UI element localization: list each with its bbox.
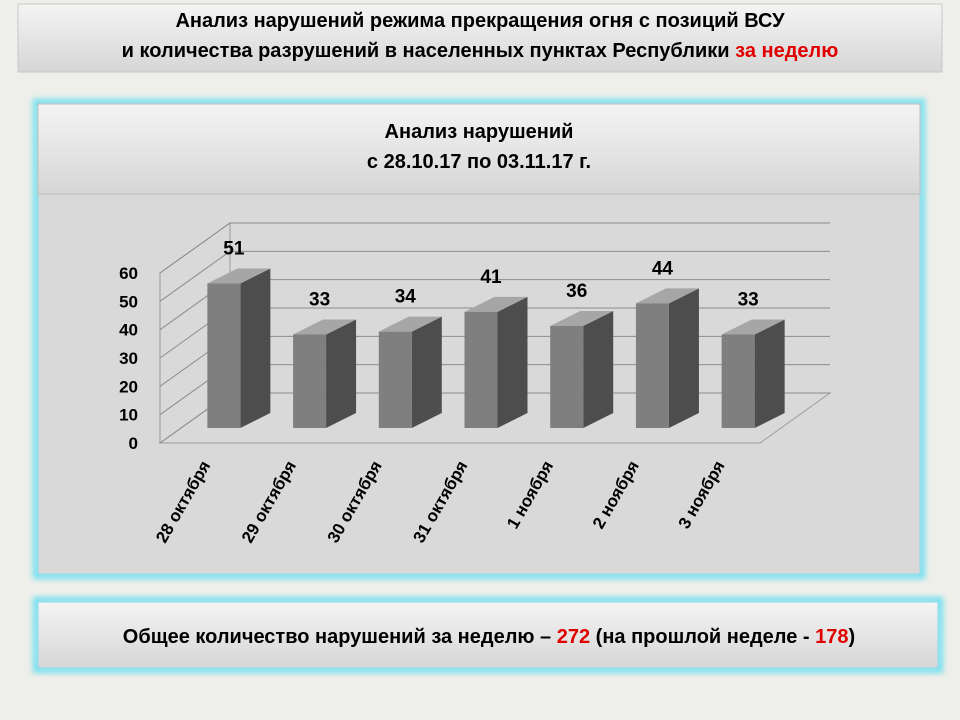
summary-text: (на прошлой неделе - bbox=[596, 626, 810, 648]
bar-front bbox=[635, 303, 669, 428]
y-tick-label: 30 bbox=[119, 349, 138, 368]
bar-top bbox=[293, 319, 357, 335]
slide-title: Анализ нарушений режима прекращения огня… bbox=[175, 10, 785, 32]
chart-subtitle: с 28.10.17 по 03.11.17 г. bbox=[367, 151, 591, 173]
bar-side bbox=[326, 319, 357, 428]
chart-title: Анализ нарушений bbox=[385, 121, 574, 143]
value-label: 51 bbox=[223, 239, 245, 260]
bar-side bbox=[240, 268, 271, 428]
value-label: 34 bbox=[395, 287, 417, 308]
summary-text: ) bbox=[849, 626, 856, 648]
chart-header bbox=[37, 103, 921, 195]
bar bbox=[635, 288, 699, 428]
summary-box bbox=[37, 601, 939, 669]
summary-total: 272 bbox=[557, 626, 590, 648]
bar-top bbox=[721, 319, 785, 335]
title-highlight: за неделю bbox=[735, 40, 838, 62]
y-tick-label: 0 bbox=[129, 434, 138, 453]
bar bbox=[207, 268, 271, 428]
value-label: 44 bbox=[652, 258, 674, 279]
chart-frame-glow bbox=[33, 99, 925, 579]
bar-front bbox=[378, 331, 412, 428]
y-tick-label: 60 bbox=[119, 264, 138, 283]
value-label: 33 bbox=[309, 290, 330, 311]
bar-front bbox=[293, 334, 327, 428]
bar-front bbox=[464, 311, 498, 428]
bar-front bbox=[207, 283, 241, 428]
bar-side bbox=[583, 311, 614, 428]
bar-top bbox=[550, 311, 614, 326]
bar-front bbox=[550, 326, 584, 428]
bar bbox=[378, 316, 442, 428]
title-band bbox=[17, 3, 943, 73]
y-tick-label: 10 bbox=[119, 406, 138, 425]
summary-glow bbox=[33, 597, 943, 673]
bar-side bbox=[497, 296, 528, 428]
summary-previous: 178 bbox=[815, 626, 848, 648]
bar bbox=[293, 319, 357, 428]
grid-line bbox=[159, 222, 830, 274]
value-label: 41 bbox=[480, 267, 502, 288]
bar bbox=[550, 311, 614, 428]
bar-top bbox=[464, 296, 528, 312]
bar-front bbox=[721, 334, 755, 428]
bar bbox=[721, 319, 785, 428]
value-label: 33 bbox=[738, 290, 759, 311]
bar-top bbox=[207, 268, 271, 284]
bar bbox=[464, 296, 528, 428]
y-tick-label: 50 bbox=[119, 292, 138, 311]
value-label: 36 bbox=[566, 281, 587, 302]
summary: Общее количество нарушений за неделю – 2… bbox=[123, 626, 855, 648]
grid-line bbox=[159, 250, 830, 302]
summary-text: Общее количество нарушений за неделю – bbox=[123, 626, 551, 648]
bar-side bbox=[411, 316, 442, 428]
bar-side bbox=[754, 319, 785, 428]
title-text: и количества разрушений в населенных пун… bbox=[122, 40, 730, 62]
bar-top bbox=[378, 316, 442, 332]
y-tick-label: 20 bbox=[119, 377, 138, 396]
slide-title: и количества разрушений в населенных пун… bbox=[122, 40, 839, 62]
bar-side bbox=[668, 288, 699, 428]
y-tick-label: 40 bbox=[119, 321, 138, 340]
bar-top bbox=[635, 288, 699, 304]
